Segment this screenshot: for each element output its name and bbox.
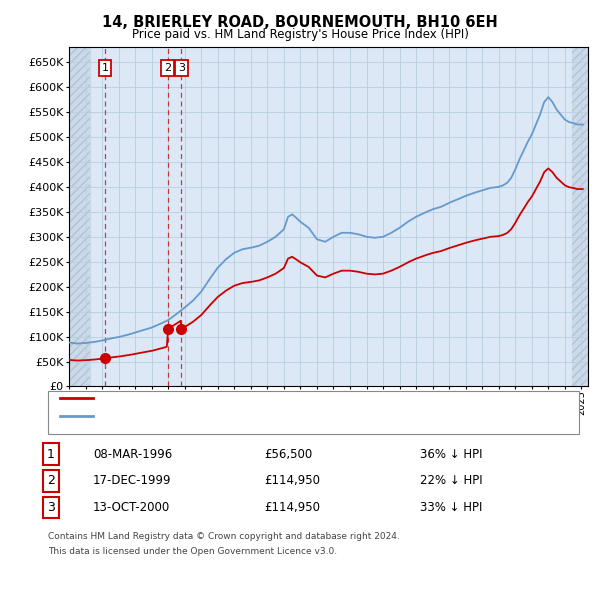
Text: HPI: Average price, detached house, Bournemouth Christchurch and Poole: HPI: Average price, detached house, Bour… [96, 411, 502, 421]
Text: £56,500: £56,500 [264, 448, 312, 461]
Text: 13-OCT-2000: 13-OCT-2000 [93, 501, 170, 514]
Text: 14, BRIERLEY ROAD, BOURNEMOUTH, BH10 6EH (detached house): 14, BRIERLEY ROAD, BOURNEMOUTH, BH10 6EH… [96, 394, 461, 403]
Text: Contains HM Land Registry data © Crown copyright and database right 2024.: Contains HM Land Registry data © Crown c… [48, 532, 400, 541]
Text: This data is licensed under the Open Government Licence v3.0.: This data is licensed under the Open Gov… [48, 547, 337, 556]
Text: 2: 2 [164, 63, 171, 73]
Text: Price paid vs. HM Land Registry's House Price Index (HPI): Price paid vs. HM Land Registry's House … [131, 28, 469, 41]
Text: 1: 1 [101, 63, 109, 73]
Text: 3: 3 [178, 63, 185, 73]
Text: 33% ↓ HPI: 33% ↓ HPI [420, 501, 482, 514]
Text: 1: 1 [47, 448, 55, 461]
Text: £114,950: £114,950 [264, 474, 320, 487]
Text: 17-DEC-1999: 17-DEC-1999 [93, 474, 172, 487]
Text: £114,950: £114,950 [264, 501, 320, 514]
Text: 14, BRIERLEY ROAD, BOURNEMOUTH, BH10 6EH: 14, BRIERLEY ROAD, BOURNEMOUTH, BH10 6EH [102, 15, 498, 30]
Text: 3: 3 [47, 501, 55, 514]
Text: 2: 2 [47, 474, 55, 487]
Bar [69, 47, 89, 386]
Bar [69, 47, 89, 386]
Bar [572, 47, 588, 386]
Bar [572, 47, 588, 386]
Text: 36% ↓ HPI: 36% ↓ HPI [420, 448, 482, 461]
Text: 08-MAR-1996: 08-MAR-1996 [93, 448, 172, 461]
Text: 22% ↓ HPI: 22% ↓ HPI [420, 474, 482, 487]
